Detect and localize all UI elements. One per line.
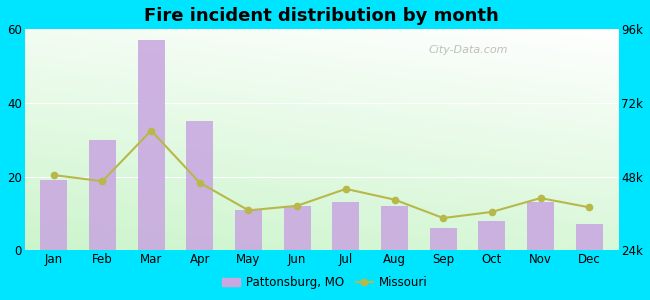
- Bar: [138, 40, 164, 250]
- Text: City-Data.com: City-Data.com: [428, 45, 508, 55]
- Bar: [284, 206, 311, 250]
- Title: Fire incident distribution by month: Fire incident distribution by month: [144, 7, 499, 25]
- Bar: [40, 180, 67, 250]
- Bar: [235, 210, 262, 250]
- Bar: [332, 202, 359, 250]
- Bar: [89, 140, 116, 250]
- Bar: [381, 206, 408, 250]
- Bar: [478, 221, 505, 250]
- Legend: Pattonsburg, MO, Missouri: Pattonsburg, MO, Missouri: [217, 272, 433, 294]
- Bar: [576, 224, 603, 250]
- Bar: [527, 202, 554, 250]
- Bar: [430, 228, 456, 250]
- Bar: [187, 122, 213, 250]
